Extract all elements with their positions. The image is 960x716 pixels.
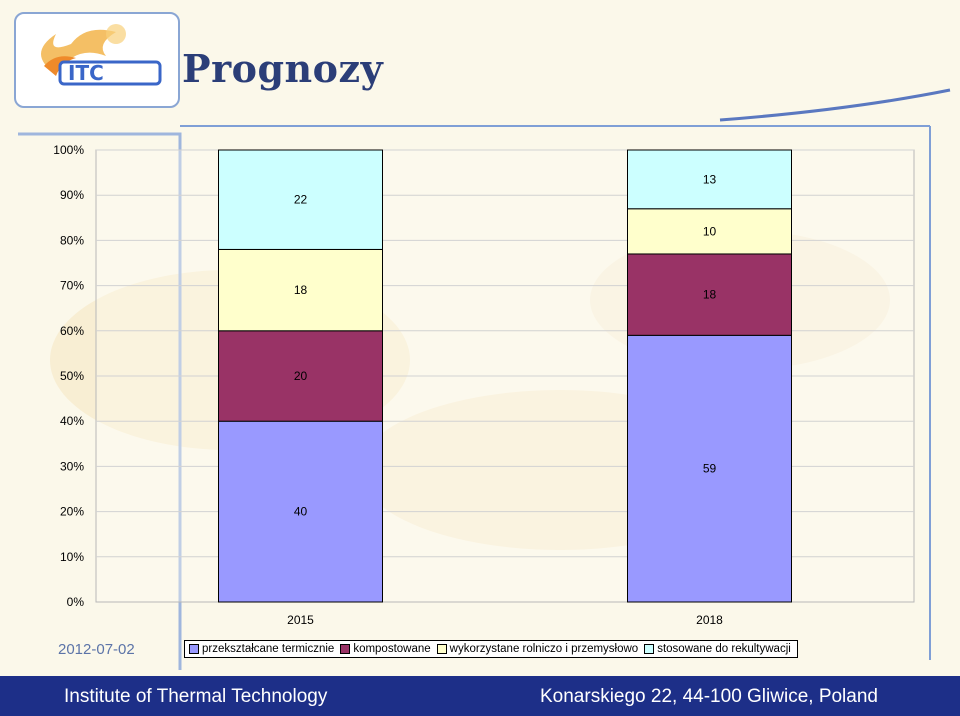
chart-legend: przekształcane termicznie kompostowane w… [184,640,798,658]
legend-item: kompostowane [340,643,431,655]
y-tick-label: 90% [60,188,84,202]
bar-segment [218,330,383,422]
legend-item: wykorzystane rolniczo i przemysłowo [436,643,639,655]
y-tick-label: 10% [60,550,84,564]
data-label: 10 [703,224,717,238]
legend-label: wykorzystane rolniczo i przemysłowo [449,643,639,655]
footer-address: Konarskiego 22, 44-100 Gliwice, Poland [540,686,878,707]
bar-segment [627,208,792,255]
x-tick-label: 2018 [696,613,723,627]
y-tick-label: 70% [60,279,84,293]
data-label: 22 [294,193,308,207]
data-label: 40 [294,505,308,519]
flame-icon: ITC [41,24,162,86]
legend-item: przekształcane termicznie [189,643,334,655]
data-label: 18 [294,283,308,297]
y-tick-label: 30% [60,459,84,473]
page-title: Prognozy [182,46,384,91]
data-label: 59 [703,462,717,476]
legend-item: stosowane do rekultywacji [644,643,791,655]
y-tick-label: 0% [67,595,85,609]
data-label: 20 [294,369,308,383]
legend-label: stosowane do rekultywacji [657,643,791,655]
itc-logo: ITC [14,12,180,108]
svg-text:ITC: ITC [68,61,104,85]
legend-swatch [340,644,351,654]
y-tick-label: 60% [60,324,84,338]
data-label: 13 [703,172,717,186]
y-tick-label: 100% [53,143,84,157]
y-tick-label: 40% [60,414,84,428]
slide-date: 2012-07-02 [58,641,135,658]
bar-segment [218,420,383,603]
data-label: 18 [703,288,717,302]
y-tick-label: 20% [60,505,84,519]
footer-institute: Institute of Thermal Technology [64,686,328,707]
legend-swatch [436,644,447,654]
bar-segment [627,334,792,603]
footer-bar: Institute of Thermal Technology Konarski… [0,676,960,716]
legend-swatch [189,644,199,654]
bar-segment [627,253,792,336]
x-tick-label: 2015 [287,613,314,627]
bar-segment [627,149,792,210]
legend-label: kompostowane [353,643,431,655]
y-tick-label: 50% [60,369,84,383]
legend-label: przekształcane termicznie [202,643,335,655]
legend-swatch [644,644,655,654]
y-tick-label: 80% [60,233,84,247]
bar-segment [218,149,383,250]
